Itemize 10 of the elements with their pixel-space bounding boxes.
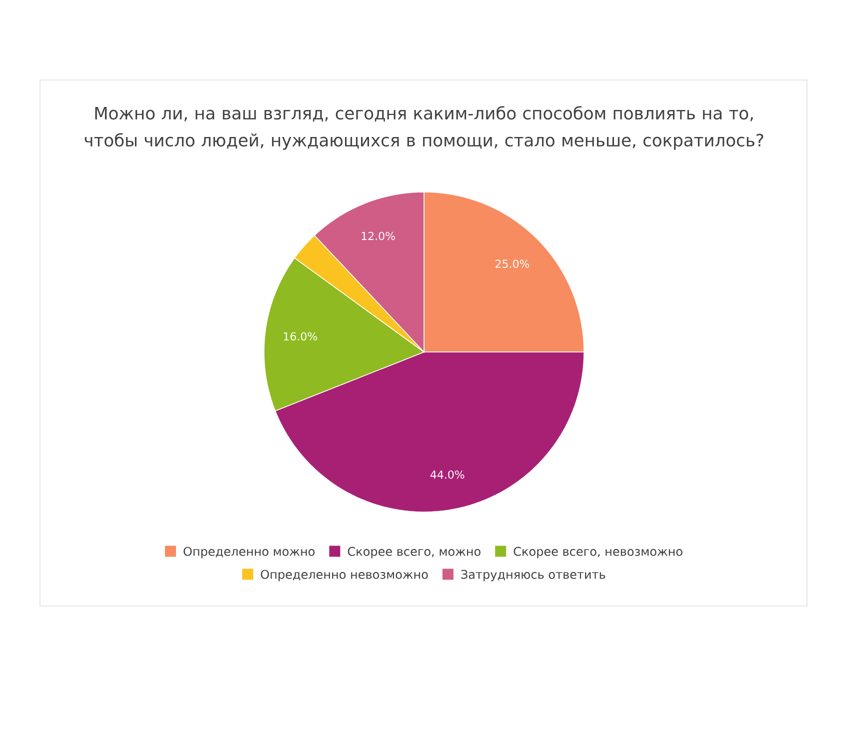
data-label: 25.0% [496, 260, 530, 268]
legend-label: Затрудняюсь ответить [461, 570, 606, 582]
legend-label: Скорее всего, можно [348, 546, 480, 558]
chart-title: Можно ли, на ваш взгляд, сегодня каким-либо способом повлиять на то, чтобы число людей, нуждающихся в помощи, стало меньше, сократилось? [84, 106, 764, 150]
legend-label: Определенно невозможно [260, 570, 428, 582]
legend-label: Скорее всего, невозможно [514, 546, 682, 558]
data-label: 16.0% [284, 332, 318, 341]
data-label: 12.0% [362, 232, 395, 240]
legend-label: Определенно можно [184, 546, 315, 558]
data-label: 44.0% [430, 470, 464, 479]
